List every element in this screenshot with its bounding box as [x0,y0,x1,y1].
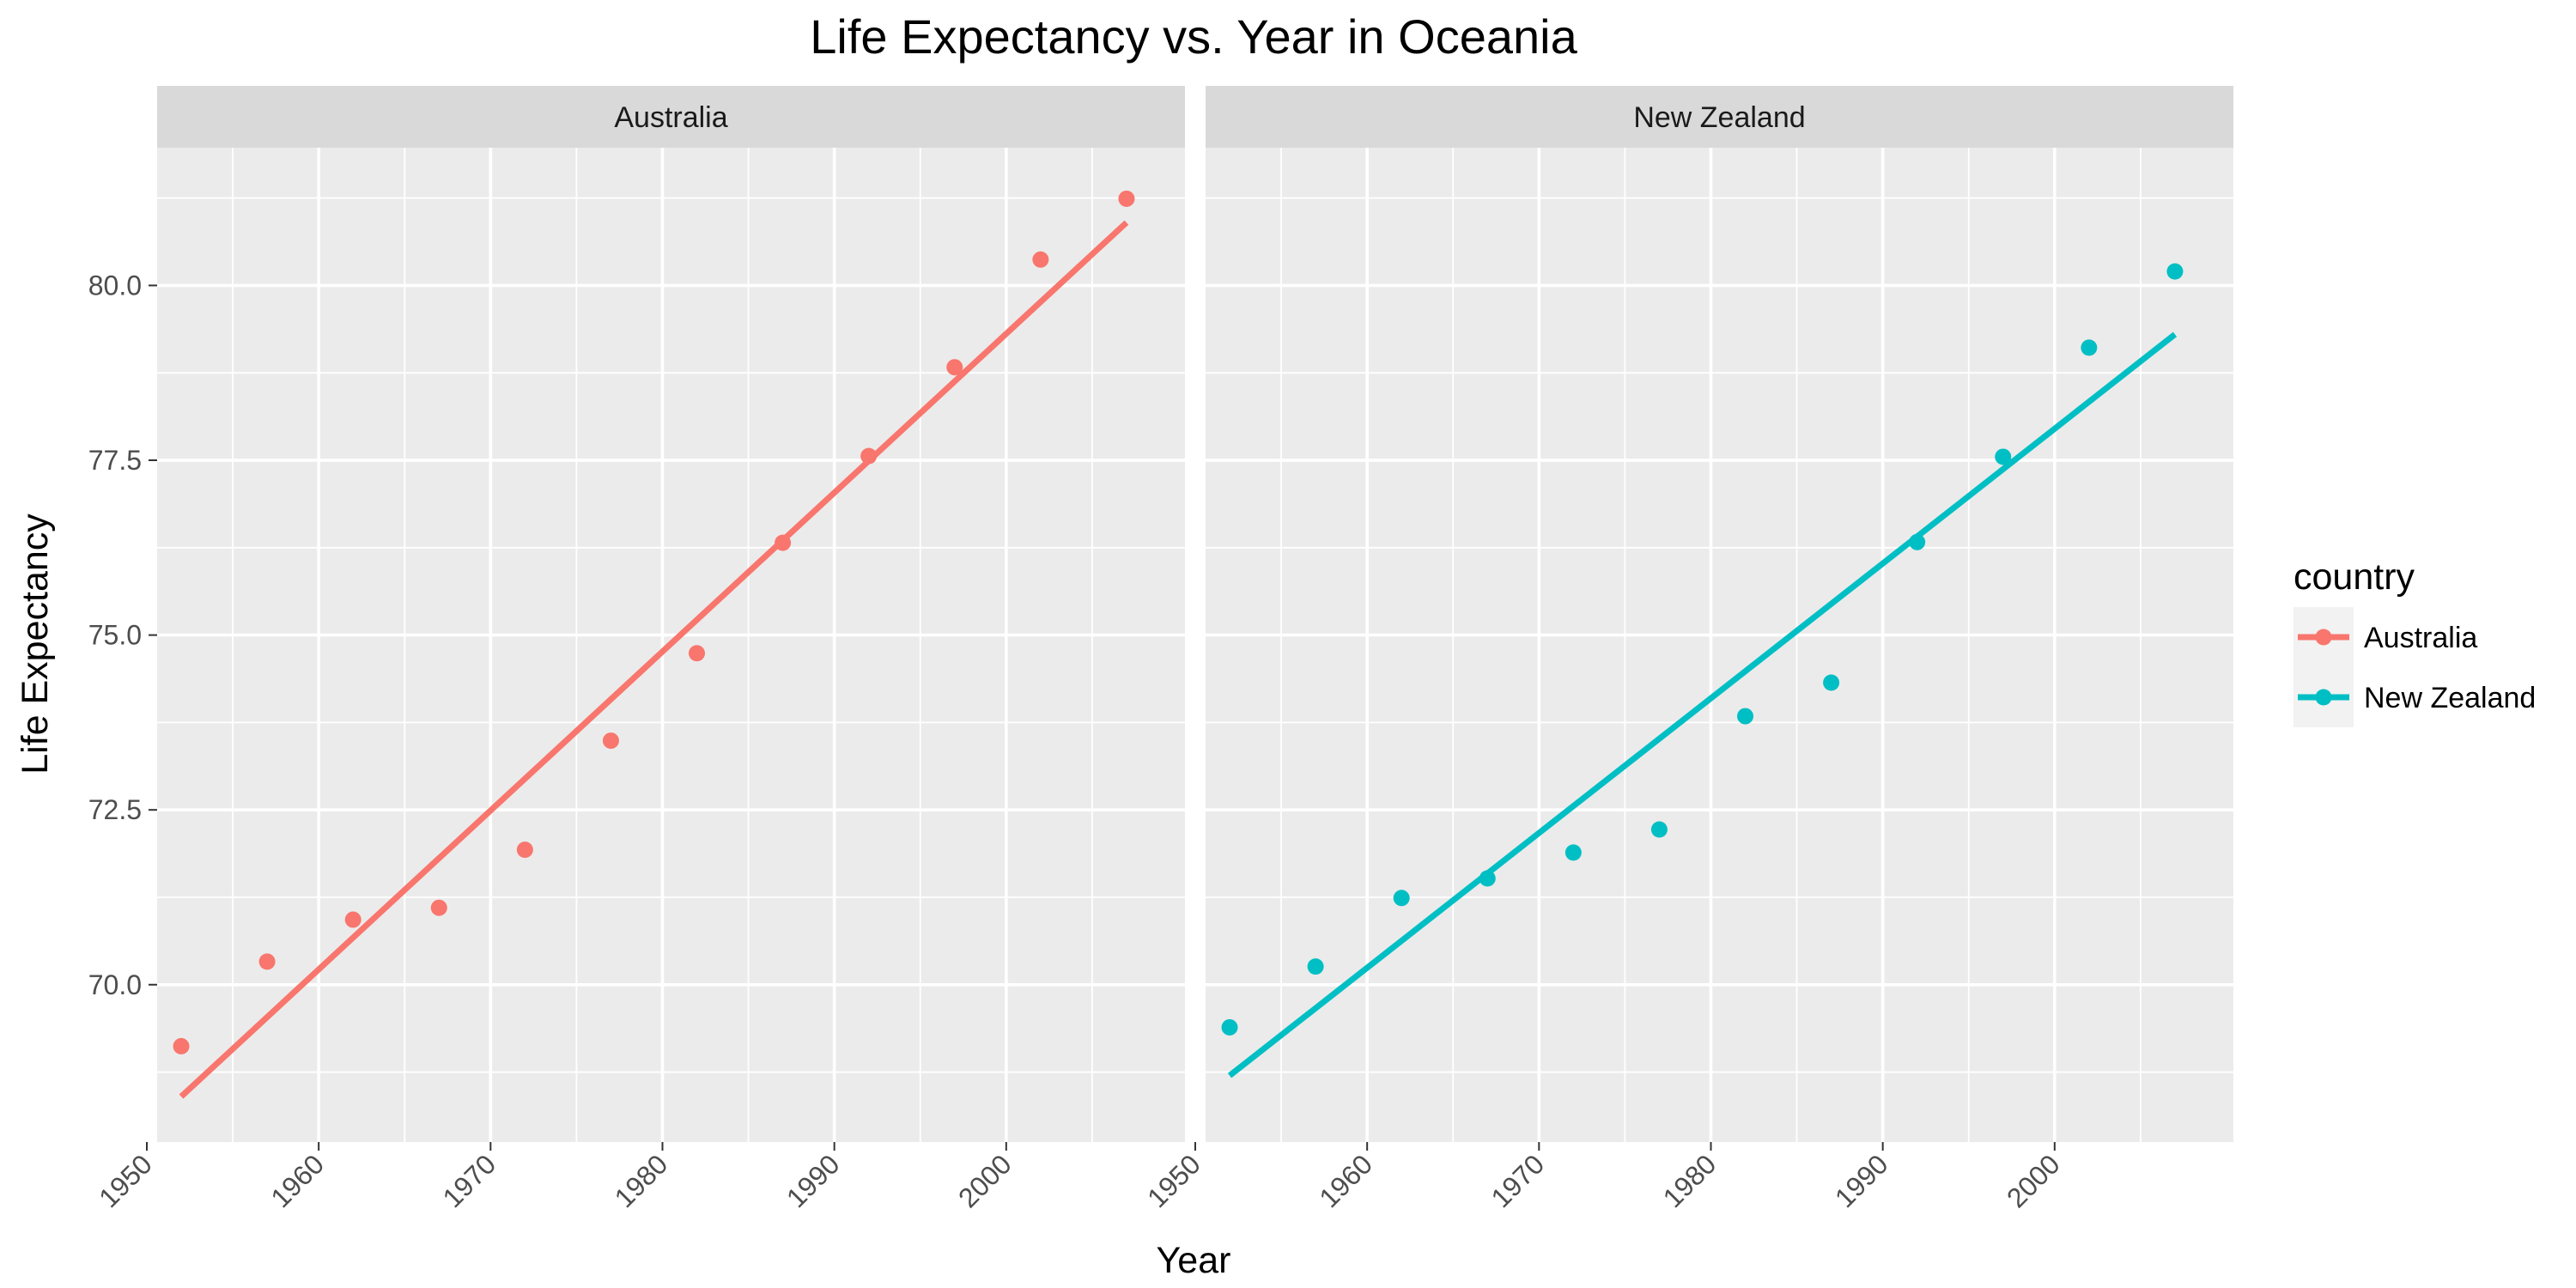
facet-strip-label-new-zealand: New Zealand [1633,101,1805,134]
data-point-new-zealand [1909,533,1926,550]
y-axis-label: Life Expectancy [15,513,56,775]
x-tick-label: 1990 [781,1148,846,1213]
x-tick-label: 1950 [1141,1148,1206,1213]
data-point-new-zealand [1564,844,1582,861]
data-point-australia [430,899,447,916]
facet-strip-new-zealand [1206,86,2233,148]
x-tick-label: 1980 [609,1148,674,1213]
data-point-new-zealand [2081,339,2098,356]
legend-key-point-new-zealand [2315,689,2332,706]
data-point-australia [1032,251,1049,268]
data-point-new-zealand [1479,870,1496,887]
data-point-australia [946,359,963,376]
legend-title: country [2293,556,2415,598]
data-point-new-zealand [1823,674,1840,691]
x-tick-label: 1990 [1829,1148,1894,1213]
data-point-australia [344,911,361,928]
panel-background-new-zealand [1206,148,2233,1142]
x-tick-label: 1950 [93,1148,158,1213]
data-point-australia [258,953,276,970]
x-tick-label: 1960 [1313,1148,1378,1213]
data-point-new-zealand [1307,958,1324,975]
data-point-new-zealand [1393,890,1410,907]
y-tick-label: 72.5 [88,794,142,825]
x-tick-label: 1980 [1657,1148,1722,1213]
y-tick-label: 70.0 [88,969,142,1000]
data-point-australia [173,1037,190,1054]
legend-key-point-australia [2315,629,2332,646]
data-point-australia [689,645,706,662]
data-point-new-zealand [1221,1018,1238,1036]
trend-line-australia [179,220,1129,1099]
facet-strip-australia [157,86,1185,148]
data-point-australia [860,447,878,465]
data-point-new-zealand [1995,448,2012,465]
x-tick-label: 2000 [2001,1148,2066,1213]
trend-line-new-zealand [1227,331,2178,1078]
data-point-australia [602,732,619,750]
facet-strip-label-australia: Australia [614,101,727,134]
x-tick-label: 1970 [436,1148,501,1213]
legend-label-australia: Australia [2364,622,2477,654]
x-axis-label: Year [1157,1240,1231,1281]
x-tick-label: 2000 [952,1148,1018,1213]
panels: Australia 1950 1960 1970 1980 1990 2000 70.0 72.… [88,86,2233,1213]
data-point-new-zealand [1650,821,1668,838]
chart-title: Life Expectancy vs. Year in Oceania [810,9,1577,64]
data-point-australia [516,841,533,859]
data-point-australia [1118,190,1135,207]
legend-label-new-zealand: New Zealand [2364,682,2536,714]
x-tick-label: 1970 [1485,1148,1550,1213]
data-point-new-zealand [1737,708,1754,725]
y-tick-label: 77.5 [88,445,142,476]
x-tick-label: 1960 [264,1148,330,1213]
legend: country Australia New Zealand [2293,556,2536,727]
y-tick-label: 80.0 [88,270,142,301]
data-point-australia [775,534,792,551]
y-tick-label: 75.0 [88,620,142,651]
data-point-new-zealand [2166,263,2184,280]
